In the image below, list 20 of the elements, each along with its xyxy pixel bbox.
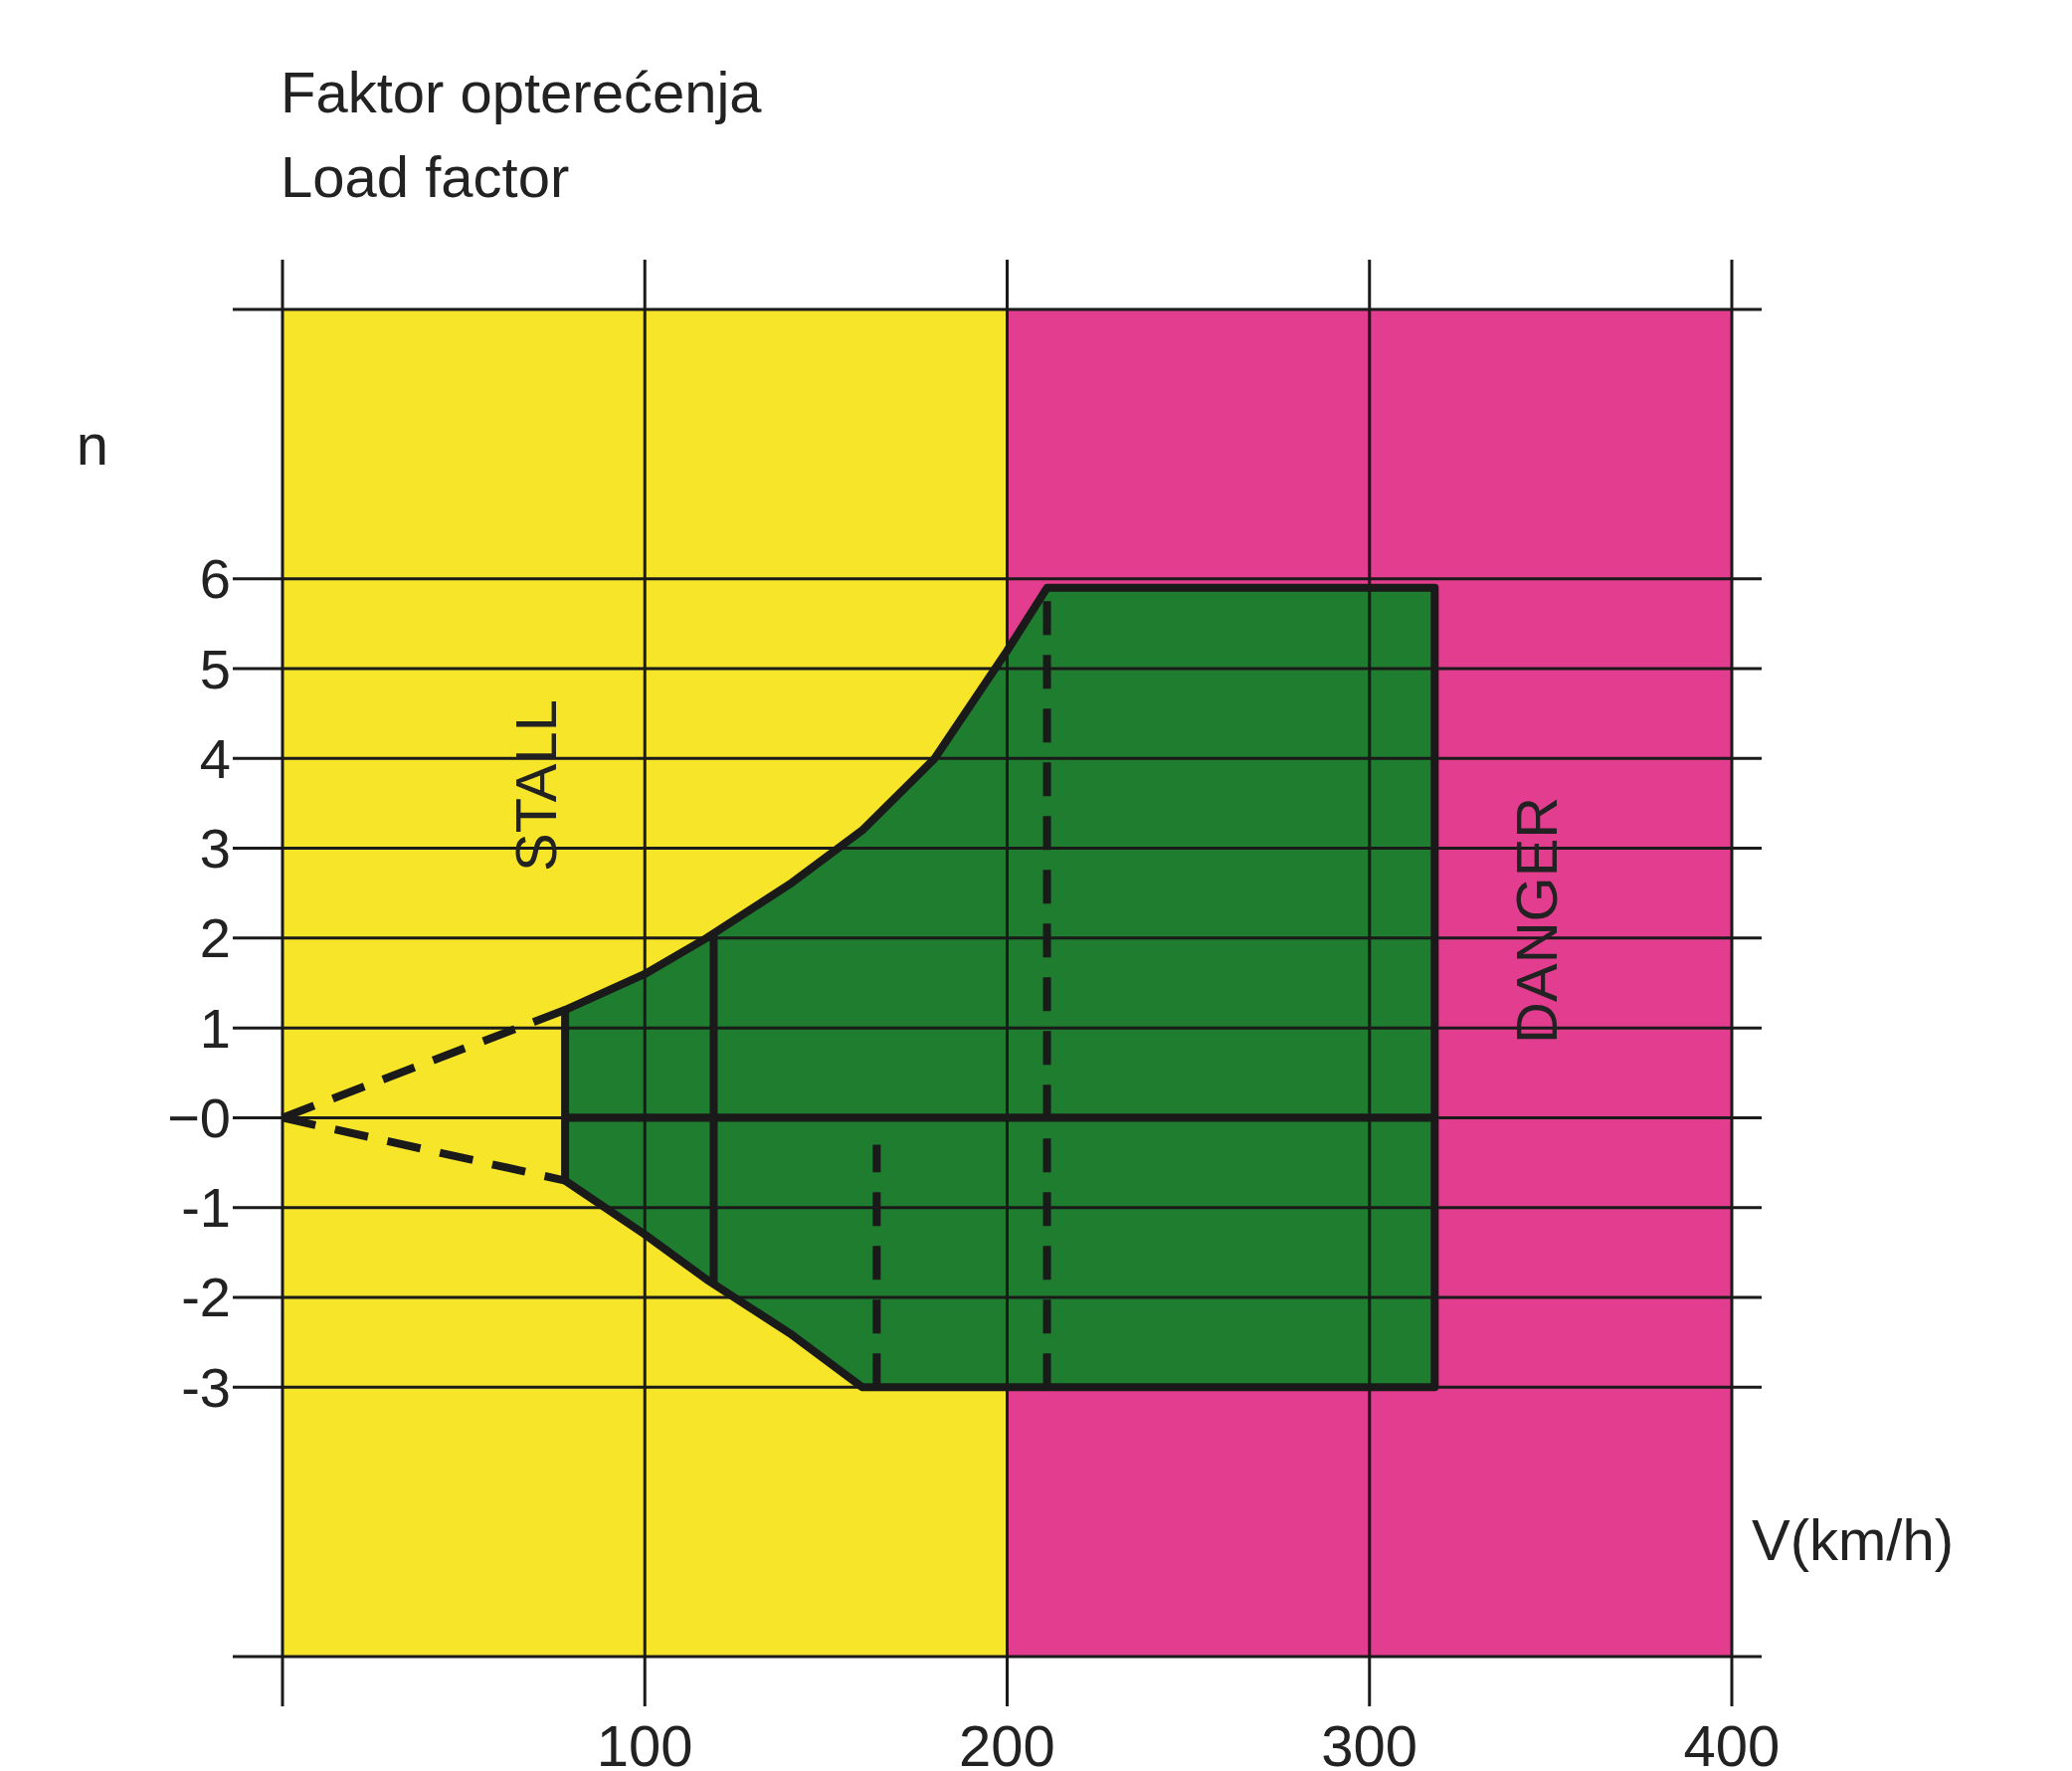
x-axis-title: V(km/h) [1752, 1507, 1954, 1573]
y-tick-label: 6 [199, 547, 231, 611]
x-tick-label: 200 [959, 1713, 1055, 1771]
y-tick-label: 3 [199, 817, 231, 881]
y-tick-label: 2 [199, 906, 231, 970]
band-label: STALL [503, 698, 569, 872]
x-tick-label: 300 [1321, 1713, 1418, 1771]
y-tick-label: 1 [199, 996, 231, 1060]
y-tick-label: -3 [181, 1355, 231, 1419]
y-tick-label: 4 [199, 726, 231, 790]
y-axis-title: n [76, 411, 109, 477]
y-tick-label: −0 [167, 1085, 231, 1149]
y-tick-label: -2 [181, 1266, 231, 1329]
x-tick-label: 100 [596, 1713, 693, 1771]
x-tick-label: 400 [1683, 1713, 1781, 1771]
y-tick-label: -1 [181, 1176, 231, 1240]
band-label: DANGER [1503, 796, 1569, 1044]
chart-subtitle: Load factor [281, 144, 570, 209]
y-tick-label: 5 [199, 637, 231, 700]
chart-title: Faktor opterećenja [281, 60, 763, 124]
